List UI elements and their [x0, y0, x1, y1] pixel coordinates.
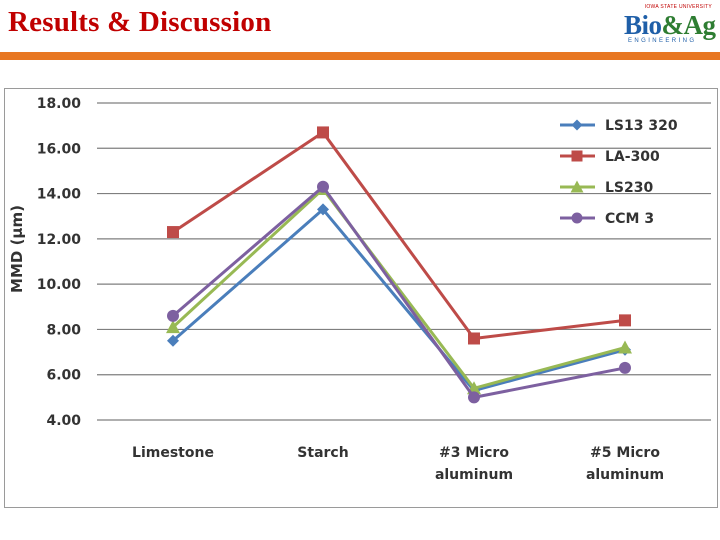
series-line	[172, 207, 626, 393]
x-category-line: Starch	[297, 445, 348, 461]
data-point-triangle	[618, 340, 632, 354]
mmd-line-chart: 4.00 6.00 8.00 10.00 12.00 14.00 16.00 18.00 Li…	[8, 96, 711, 483]
data-point-square	[571, 150, 583, 162]
logo-university-text: IOWA STATE UNIVERSITY	[644, 4, 712, 10]
data-point-diamond	[317, 203, 329, 216]
y-axis-ticks: 4.00 6.00 8.00 10.00 12.00 14.00 16.00 18.00	[37, 96, 82, 429]
series-line	[172, 185, 626, 399]
legend-item: LS13 320	[560, 118, 678, 134]
y-tick-label: 4.00	[46, 413, 81, 429]
data-point-circle	[619, 361, 631, 374]
series-line	[172, 130, 626, 340]
data-point-circle	[317, 180, 329, 193]
data-point-circle	[571, 212, 583, 224]
logo-brand-text: Bio&Ag	[624, 10, 716, 41]
x-category-label: Limestone	[132, 445, 214, 461]
x-category-line: aluminum	[435, 467, 513, 483]
legend-label: LS13 320	[605, 118, 678, 134]
x-category-label: #3 Micro aluminum	[435, 445, 513, 483]
data-point-circle	[167, 309, 179, 322]
series-ccm-3	[167, 180, 631, 404]
x-category-label: #5 Micro aluminum	[586, 445, 664, 483]
bio-ag-engineering-logo: IOWA STATE UNIVERSITY Bio&Ag ENGINEERING	[600, 2, 718, 48]
legend-label: LA-300	[605, 149, 660, 165]
legend-label: CCM 3	[605, 211, 654, 227]
slide-title: Results & Discussion	[8, 6, 272, 38]
logo-brand-right: Ag	[683, 10, 717, 40]
series-la-300	[167, 126, 631, 345]
series-ls230	[166, 182, 632, 395]
legend-item: CCM 3	[560, 211, 654, 227]
legend-label: LS230	[605, 180, 653, 196]
y-tick-label: 8.00	[46, 322, 81, 338]
chart-legend: LS13 320 LA-300 LS230 CCM 3	[560, 118, 678, 227]
title-underline-bar	[0, 52, 720, 60]
data-point-circle	[468, 391, 480, 404]
logo-brand-amp: &	[661, 10, 685, 40]
x-axis-categories: Limestone Starch #3 Micro aluminum #5 Micro a…	[132, 445, 664, 483]
y-axis-label: MMD (μm)	[8, 205, 26, 293]
x-category-line: aluminum	[586, 467, 664, 483]
x-category-label: Starch	[297, 445, 348, 461]
x-category-line: #3 Micro	[439, 445, 509, 461]
y-tick-label: 12.00	[37, 232, 82, 248]
y-tick-label: 10.00	[37, 277, 82, 293]
logo-brand-left: Bio	[624, 10, 662, 40]
legend-item: LS230	[560, 180, 653, 196]
logo-subtitle: ENGINEERING	[628, 38, 697, 44]
y-tick-label: 14.00	[37, 187, 82, 203]
data-point-triangle	[570, 180, 584, 193]
x-category-line: #5 Micro	[590, 445, 660, 461]
series-line	[171, 187, 626, 390]
chart-gridlines	[97, 102, 711, 421]
data-point-triangle	[166, 320, 180, 334]
chart-series	[166, 126, 632, 404]
y-tick-label: 16.00	[37, 141, 82, 157]
data-point-square	[167, 226, 179, 239]
legend-item: LA-300	[560, 149, 660, 165]
chart-frame: 4.00 6.00 8.00 10.00 12.00 14.00 16.00 18.00 Li…	[4, 88, 718, 508]
data-point-square	[468, 332, 480, 345]
data-point-diamond	[167, 334, 179, 347]
series-ls13-320	[167, 203, 631, 397]
y-tick-label: 6.00	[46, 368, 81, 384]
data-point-diamond	[571, 119, 583, 131]
data-point-square	[317, 126, 329, 139]
y-tick-label: 18.00	[37, 96, 82, 112]
x-category-line: Limestone	[132, 445, 214, 461]
data-point-square	[619, 314, 631, 327]
